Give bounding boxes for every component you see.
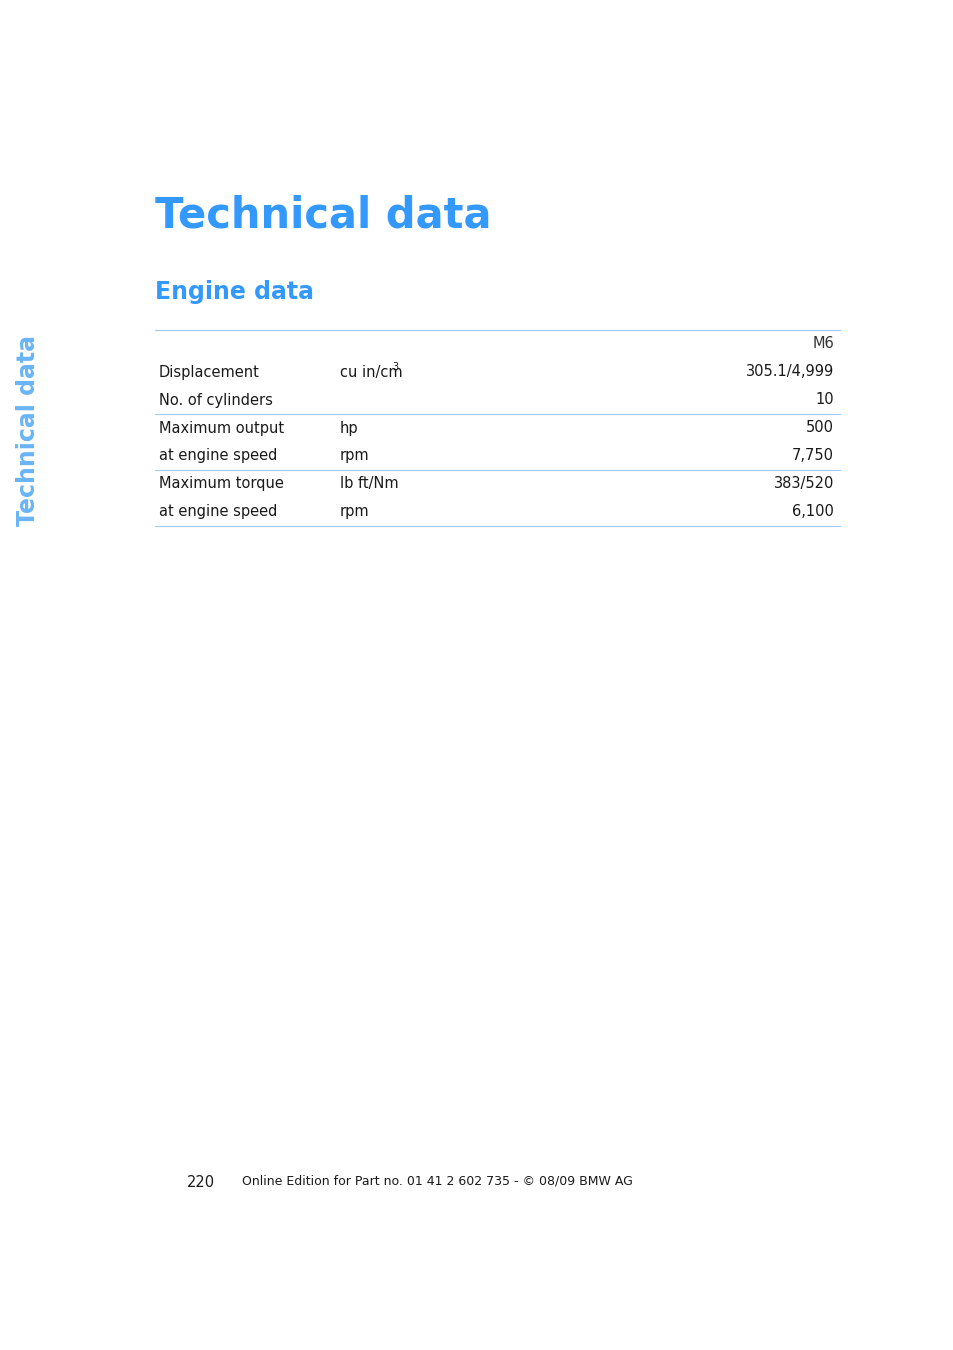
Text: cu in/cm: cu in/cm — [339, 364, 402, 379]
Text: Maximum torque: Maximum torque — [159, 477, 284, 491]
Text: Maximum output: Maximum output — [159, 420, 284, 436]
Text: rpm: rpm — [339, 448, 369, 463]
Text: Technical data: Technical data — [16, 335, 40, 525]
Text: 220: 220 — [187, 1174, 214, 1189]
Text: hp: hp — [339, 420, 358, 436]
Text: rpm: rpm — [339, 505, 369, 520]
Text: lb ft/Nm: lb ft/Nm — [339, 477, 398, 491]
Text: at engine speed: at engine speed — [159, 448, 277, 463]
Text: Displacement: Displacement — [159, 364, 259, 379]
Text: 500: 500 — [805, 420, 833, 436]
Text: 10: 10 — [815, 393, 833, 408]
Text: M6: M6 — [811, 336, 833, 351]
Text: Engine data: Engine data — [154, 279, 314, 304]
Text: 6,100: 6,100 — [791, 505, 833, 520]
Text: at engine speed: at engine speed — [159, 505, 277, 520]
Text: 7,750: 7,750 — [791, 448, 833, 463]
Text: Online Edition for Part no. 01 41 2 602 735 - © 08/09 BMW AG: Online Edition for Part no. 01 41 2 602 … — [242, 1174, 632, 1188]
Text: No. of cylinders: No. of cylinders — [159, 393, 273, 408]
Text: 305.1/4,999: 305.1/4,999 — [745, 364, 833, 379]
Text: 383/520: 383/520 — [773, 477, 833, 491]
Text: 3: 3 — [392, 362, 397, 373]
Text: Technical data: Technical data — [154, 194, 491, 238]
